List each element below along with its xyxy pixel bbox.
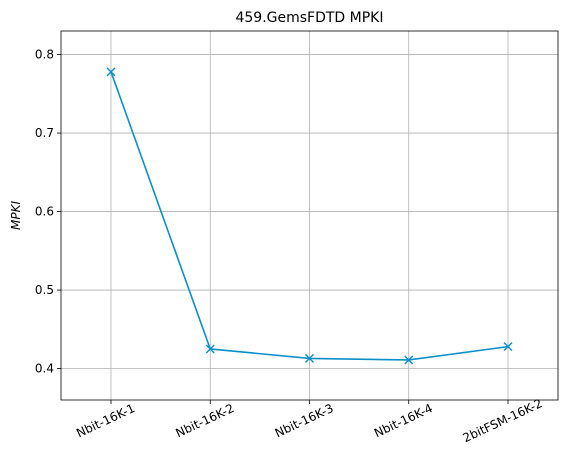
y-tick-label: 0.8 bbox=[35, 48, 54, 62]
data-point bbox=[404, 355, 414, 365]
y-axis-label: MPKI bbox=[9, 201, 23, 230]
y-tick-label: 0.4 bbox=[35, 362, 54, 376]
x-tick-label: Nbit-16K-4 bbox=[372, 401, 435, 440]
data-point bbox=[503, 342, 513, 352]
chart-title: 459.GemsFDTD MPKI bbox=[235, 10, 383, 26]
y-tick-label: 0.5 bbox=[35, 283, 54, 297]
y-tick-label: 0.6 bbox=[35, 205, 54, 219]
data-point bbox=[106, 67, 116, 77]
x-tick-label: 2bitFSM-16K-2 bbox=[461, 396, 545, 445]
series-group bbox=[106, 67, 513, 365]
x-tick-label: Nbit-16K-1 bbox=[74, 401, 137, 440]
grid bbox=[61, 31, 558, 400]
x-tick-label: Nbit-16K-3 bbox=[273, 401, 336, 440]
y-tick-label: 0.7 bbox=[35, 126, 54, 140]
data-point bbox=[205, 344, 215, 354]
x-tick-label: Nbit-16K-2 bbox=[173, 401, 236, 440]
data-point bbox=[305, 353, 314, 363]
